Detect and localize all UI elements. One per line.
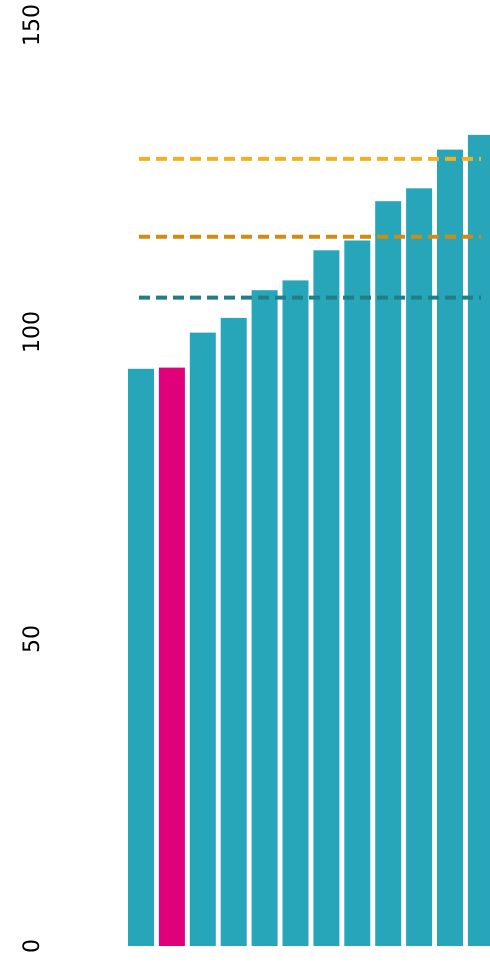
bar [375,201,402,946]
bar [189,332,216,947]
y-tick-label: 0 [20,939,45,953]
bar [282,280,309,946]
y-tick-label: 50 [20,625,45,653]
y-axis-tick-labels: 0 50 100 150 [20,4,45,953]
reference-lines [139,156,481,300]
bar [313,250,340,947]
y-tick-label: 100 [20,311,45,353]
bars [128,134,490,947]
bar [437,149,463,947]
bar [344,240,371,946]
bar [406,188,433,947]
highlighted-bar [158,367,185,947]
bar [128,368,154,946]
bar [220,317,247,946]
bar [251,290,278,946]
bar [467,134,490,946]
y-tick-label: 150 [20,4,45,46]
